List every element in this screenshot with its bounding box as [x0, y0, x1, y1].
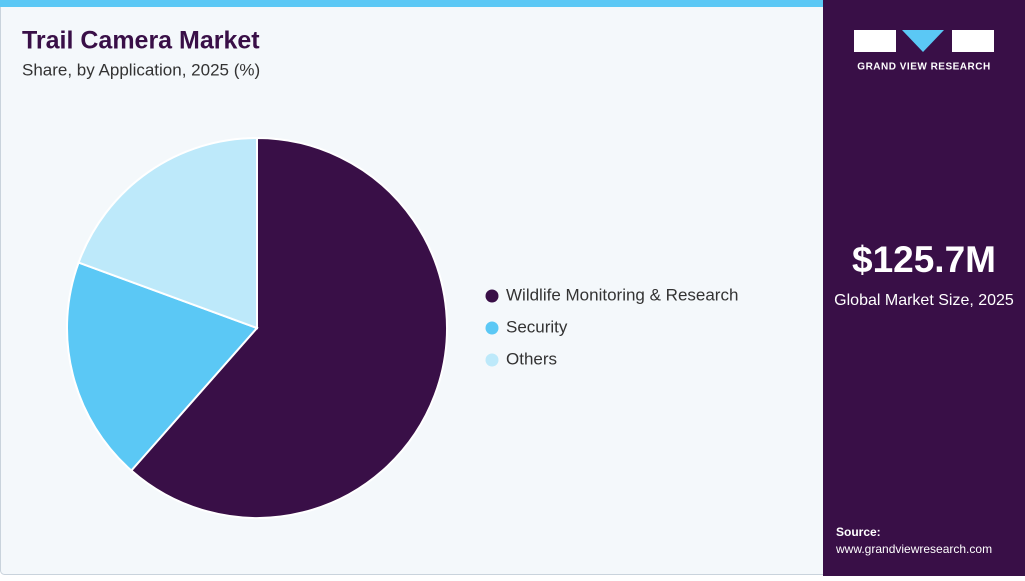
- legend-label: Others: [506, 349, 557, 368]
- top-bar: [0, 0, 823, 7]
- logo: [854, 30, 994, 52]
- legend-swatch: [485, 353, 499, 367]
- market-label: Global Market Size, 2025: [834, 292, 1014, 309]
- source-label: Source:: [836, 525, 881, 539]
- legend-label: Wildlife Monitoring & Research: [506, 285, 738, 304]
- brand: GRAND VIEW RESEARCH: [857, 62, 990, 73]
- legend-swatch: [485, 289, 499, 303]
- pie-slice: [129, 136, 448, 519]
- chart-title: Trail Camera Market: [22, 27, 260, 55]
- sidebar: [823, 0, 1025, 576]
- legend-label: Security: [506, 317, 568, 336]
- pie-slice: [66, 261, 259, 472]
- market-label-box: Global Market Size, 2025: [834, 292, 1014, 309]
- pie-slice: [77, 136, 258, 330]
- chart-subtitle: Share, by Application, 2025 (%): [22, 60, 260, 79]
- source-url: www.grandviewresearch.com: [835, 542, 992, 556]
- market-value: $125.7M: [852, 239, 996, 280]
- legend-swatch: [485, 321, 499, 335]
